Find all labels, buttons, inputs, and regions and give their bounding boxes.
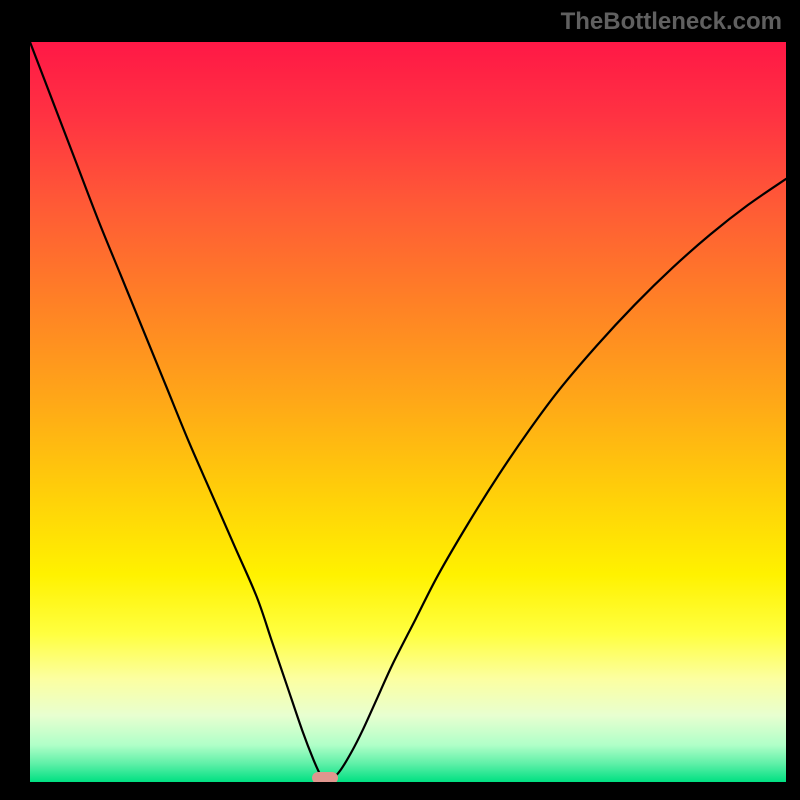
- gradient-background: [30, 42, 786, 782]
- bottleneck-curve: [30, 42, 786, 780]
- outer-frame: TheBottleneck.com: [0, 0, 800, 800]
- minimum-marker: [312, 772, 338, 782]
- curve-svg: [30, 42, 786, 782]
- watermark-text: TheBottleneck.com: [561, 8, 782, 36]
- plot-area: [30, 42, 786, 782]
